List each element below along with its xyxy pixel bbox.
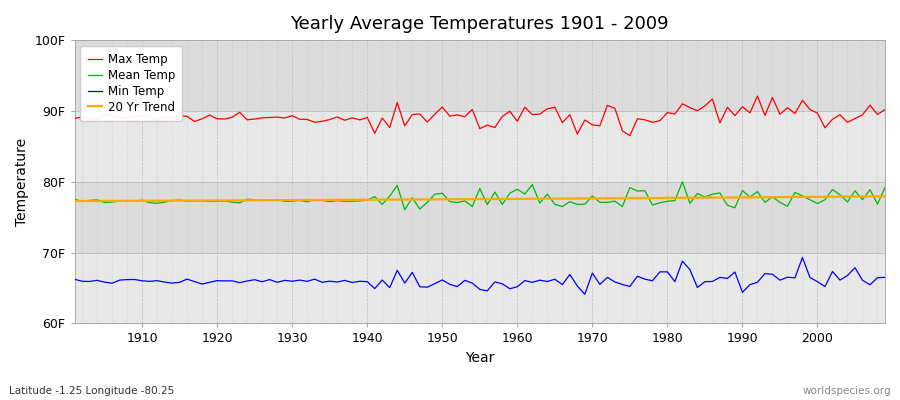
- Max Temp: [294, 117, 305, 122]
- Max Temp: [512, 119, 523, 124]
- Max Temp: [130, 114, 140, 119]
- 20 Yr Trend: [294, 198, 305, 202]
- Title: Yearly Average Temperatures 1901 - 2009: Yearly Average Temperatures 1901 - 2009: [291, 15, 669, 33]
- Max Temp: [602, 103, 613, 108]
- 20 Yr Trend: [130, 198, 140, 203]
- Max Temp: [625, 133, 635, 138]
- 20 Yr Trend: [602, 196, 613, 201]
- Mean Temp: [879, 185, 890, 190]
- Line: Min Temp: Min Temp: [75, 258, 885, 294]
- Bar: [75, 182, 885, 252]
- Mean Temp: [519, 192, 530, 196]
- Min Temp: [294, 278, 305, 282]
- Min Temp: [609, 280, 620, 284]
- Min Temp: [130, 277, 140, 282]
- Legend: Max Temp, Mean Temp, Min Temp, 20 Yr Trend: Max Temp, Mean Temp, Min Temp, 20 Yr Tre…: [80, 46, 182, 121]
- Mean Temp: [609, 199, 620, 204]
- Line: Max Temp: Max Temp: [75, 96, 885, 136]
- Mean Temp: [130, 199, 140, 204]
- Y-axis label: Temperature: Temperature: [15, 138, 29, 226]
- Min Temp: [69, 277, 80, 282]
- Min Temp: [339, 278, 350, 283]
- X-axis label: Year: Year: [465, 351, 494, 365]
- 20 Yr Trend: [879, 194, 890, 199]
- Min Temp: [504, 286, 515, 291]
- Mean Temp: [512, 187, 523, 192]
- 20 Yr Trend: [69, 199, 80, 204]
- Max Temp: [69, 116, 80, 121]
- Text: worldspecies.org: worldspecies.org: [803, 386, 891, 396]
- Min Temp: [797, 255, 808, 260]
- Mean Temp: [294, 198, 305, 203]
- Bar: [75, 111, 885, 182]
- Mean Temp: [400, 207, 410, 212]
- Line: Mean Temp: Mean Temp: [75, 182, 885, 210]
- Min Temp: [879, 275, 890, 280]
- Line: 20 Yr Trend: 20 Yr Trend: [75, 196, 885, 201]
- Min Temp: [512, 284, 523, 289]
- Mean Temp: [69, 197, 80, 202]
- Mean Temp: [677, 179, 688, 184]
- Max Temp: [752, 94, 763, 98]
- Max Temp: [339, 118, 350, 123]
- Max Temp: [504, 109, 515, 114]
- 20 Yr Trend: [504, 196, 515, 201]
- Bar: [75, 252, 885, 324]
- Max Temp: [879, 107, 890, 112]
- 20 Yr Trend: [339, 198, 350, 202]
- Mean Temp: [339, 199, 350, 204]
- Bar: [75, 40, 885, 111]
- Text: Latitude -1.25 Longitude -80.25: Latitude -1.25 Longitude -80.25: [9, 386, 175, 396]
- Min Temp: [580, 292, 590, 297]
- 20 Yr Trend: [512, 196, 523, 201]
